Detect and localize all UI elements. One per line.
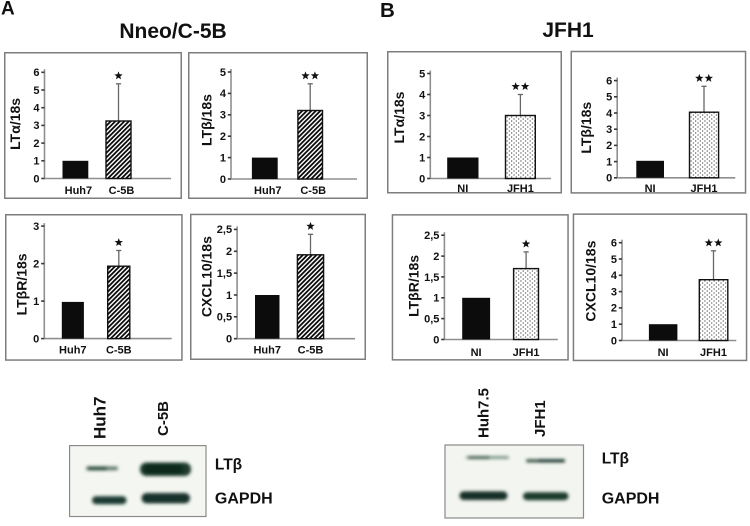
svg-text:LTβ/18s: LTβ/18s <box>578 102 594 154</box>
svg-text:LTβ/18s: LTβ/18s <box>199 94 215 146</box>
svg-text:CXCL10/18s: CXCL10/18s <box>198 236 214 317</box>
svg-text:2: 2 <box>33 138 39 150</box>
svg-text:5: 5 <box>33 85 39 97</box>
svg-text:2: 2 <box>419 131 425 143</box>
svg-text:NI: NI <box>457 183 468 195</box>
svg-text:C-5B: C-5B <box>106 345 132 357</box>
svg-text:2,5: 2,5 <box>424 230 439 242</box>
svg-text:NI: NI <box>658 347 669 359</box>
svg-text:Huh7: Huh7 <box>59 345 87 357</box>
svg-text:1: 1 <box>220 152 226 164</box>
svg-text:0: 0 <box>33 173 39 185</box>
svg-text:2,5: 2,5 <box>217 224 232 236</box>
svg-text:LTβ: LTβ <box>602 451 629 468</box>
svg-text:2: 2 <box>226 246 232 258</box>
svg-text:5: 5 <box>606 92 612 104</box>
svg-text:LTβR/18s: LTβR/18s <box>406 255 422 317</box>
svg-text:4: 4 <box>419 89 426 101</box>
svg-text:C-5B: C-5B <box>300 185 326 197</box>
svg-text:LTβ: LTβ <box>215 457 242 474</box>
svg-text:5: 5 <box>220 67 226 79</box>
svg-text:0: 0 <box>606 173 612 185</box>
svg-text:4: 4 <box>606 108 613 120</box>
svg-text:0: 0 <box>611 335 617 347</box>
svg-text:Huh7: Huh7 <box>253 345 281 357</box>
svg-text:0: 0 <box>33 333 39 345</box>
svg-text:Huh7: Huh7 <box>254 185 282 197</box>
svg-text:0: 0 <box>220 174 226 186</box>
svg-text:JFH1: JFH1 <box>542 19 594 42</box>
svg-text:1: 1 <box>33 156 39 168</box>
svg-text:3: 3 <box>33 120 39 132</box>
svg-text:5: 5 <box>419 68 425 80</box>
svg-text:1: 1 <box>611 319 617 331</box>
svg-text:LTβR/18s: LTβR/18s <box>14 253 30 315</box>
svg-text:0: 0 <box>433 334 439 346</box>
svg-text:2: 2 <box>611 303 617 315</box>
svg-text:2: 2 <box>606 140 612 152</box>
svg-text:0,5: 0,5 <box>424 313 439 325</box>
svg-text:1,5: 1,5 <box>217 268 232 280</box>
svg-text:JFH1: JFH1 <box>700 347 727 359</box>
svg-text:3: 3 <box>220 110 226 122</box>
svg-text:JFH1: JFH1 <box>513 347 540 359</box>
svg-text:4: 4 <box>33 103 40 115</box>
svg-text:0,5: 0,5 <box>217 312 232 324</box>
svg-text:4: 4 <box>611 270 618 282</box>
svg-text:1: 1 <box>226 290 232 302</box>
svg-text:3: 3 <box>606 124 612 136</box>
svg-text:6: 6 <box>606 75 612 87</box>
svg-text:1: 1 <box>606 156 612 168</box>
svg-text:Huh7: Huh7 <box>91 397 110 440</box>
svg-text:1: 1 <box>433 293 439 305</box>
svg-text:C-5B: C-5B <box>298 345 324 357</box>
svg-text:JFH1: JFH1 <box>507 183 534 195</box>
svg-text:3: 3 <box>419 110 425 122</box>
svg-text:JFH1: JFH1 <box>532 400 549 437</box>
svg-text:NI: NI <box>471 347 482 359</box>
svg-text:Huh7.5: Huh7.5 <box>476 388 493 438</box>
svg-text:1: 1 <box>33 296 39 308</box>
svg-text:Huh7: Huh7 <box>65 185 93 197</box>
svg-text:LTα/18s: LTα/18s <box>391 91 407 143</box>
svg-text:5: 5 <box>611 254 617 266</box>
svg-text:A: A <box>1 0 15 20</box>
svg-text:Nneo/C-5B: Nneo/C-5B <box>119 20 226 43</box>
svg-text:0: 0 <box>419 173 425 185</box>
svg-text:3: 3 <box>611 286 617 298</box>
svg-text:LTα/18s: LTα/18s <box>7 98 23 150</box>
svg-text:GAPDH: GAPDH <box>602 490 660 507</box>
svg-text:CXCL10/18s: CXCL10/18s <box>582 240 598 321</box>
svg-text:GAPDH: GAPDH <box>215 490 273 507</box>
svg-text:0: 0 <box>226 334 232 346</box>
svg-text:6: 6 <box>33 67 39 79</box>
svg-text:C-5B: C-5B <box>155 401 172 436</box>
svg-text:6: 6 <box>611 238 617 250</box>
svg-text:C-5B: C-5B <box>109 185 135 197</box>
svg-text:2: 2 <box>33 258 39 270</box>
svg-text:2: 2 <box>433 251 439 263</box>
svg-text:2: 2 <box>220 131 226 143</box>
svg-text:B: B <box>380 0 395 22</box>
svg-text:NI: NI <box>645 183 656 195</box>
svg-text:JFH1: JFH1 <box>691 183 718 195</box>
svg-text:1,5: 1,5 <box>424 272 439 284</box>
svg-text:4: 4 <box>220 88 227 100</box>
svg-text:3: 3 <box>33 221 39 233</box>
svg-text:1: 1 <box>419 152 425 164</box>
